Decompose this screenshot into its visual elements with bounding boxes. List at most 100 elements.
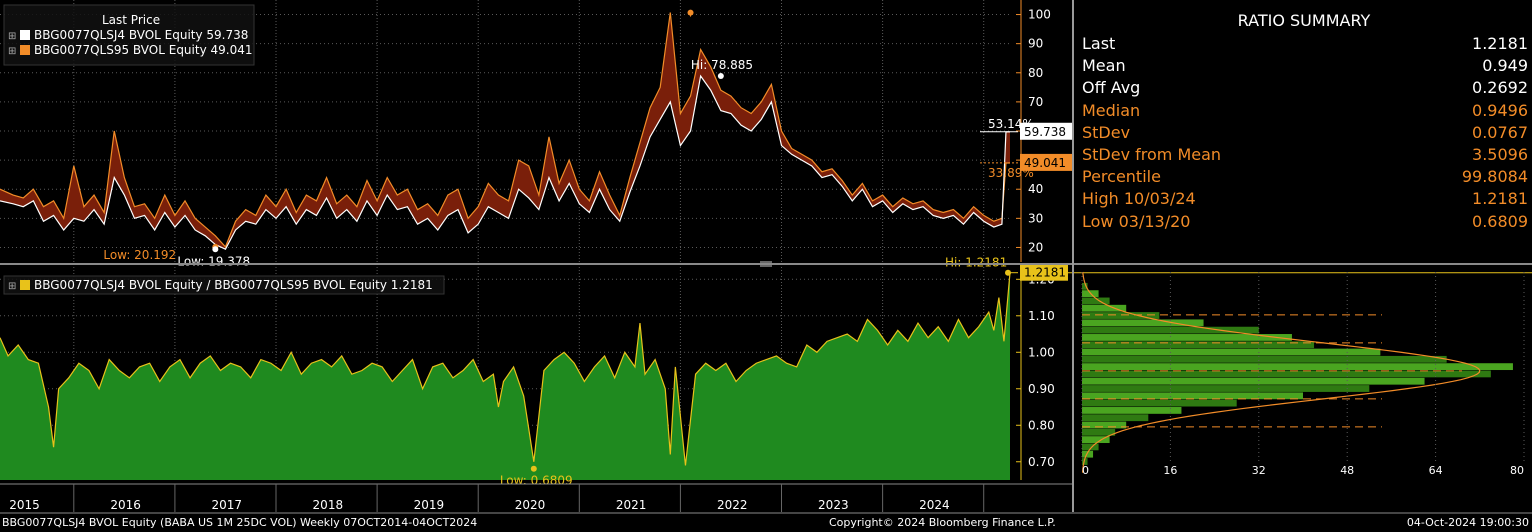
histogram-bar xyxy=(1082,355,1447,363)
x-axis-label: 2016 xyxy=(110,498,141,512)
summary-row-key: Mean xyxy=(1082,56,1126,76)
summary-row-key: StDev from Mean xyxy=(1082,145,1222,164)
histogram-bar xyxy=(1082,458,1088,465)
summary-row-key: StDev xyxy=(1082,122,1131,142)
last-tag-white xyxy=(1020,122,1072,140)
ratio-summary-panel: RATIO SUMMARY Last 1.2181 Mean 0.949 Off Avg… xyxy=(1076,0,1532,262)
histogram-bar xyxy=(1082,414,1149,422)
summary-row-value: 1.2181 xyxy=(1472,189,1528,209)
ratio-legend-swatch xyxy=(20,280,30,290)
histogram-bar xyxy=(1082,407,1182,414)
ratio-line xyxy=(0,272,1011,466)
histogram-tick-label: 48 xyxy=(1340,464,1354,477)
price-tick-label: 20 xyxy=(1028,240,1043,254)
histogram-bar xyxy=(1082,392,1303,400)
histogram-bar xyxy=(1082,436,1110,444)
histogram-bar xyxy=(1082,450,1094,458)
price-tick-label: 100 xyxy=(1028,8,1051,22)
x-axis-label: 2020 xyxy=(515,498,546,512)
ratio-tick-label: 0.80 xyxy=(1028,418,1055,432)
summary-row-key: Low 03/13/20 xyxy=(1082,211,1191,231)
annotation-hi-white: Hi: 78.885 xyxy=(691,58,753,72)
legend-expand-icon: ⊞ xyxy=(8,46,16,57)
histogram-bar xyxy=(1082,334,1292,341)
annotation-low-white: Low: 19.378 xyxy=(177,254,250,268)
summary-row-value: 0.0767 xyxy=(1472,122,1528,142)
last-tag-orange xyxy=(1020,153,1072,171)
summary-row-value: 0.949 xyxy=(1482,56,1528,76)
summary-row-key: Percentile xyxy=(1082,167,1161,187)
summary-row-value: 0.6809 xyxy=(1472,211,1528,231)
legend-title: Last Price xyxy=(102,13,160,27)
annotation-low-orange: Low: 20.192 xyxy=(103,248,176,262)
histogram-tick-label: 0 xyxy=(1082,464,1089,477)
annotation-ratio-low: Low: 0.6809 xyxy=(500,474,573,488)
ratio-low-marker xyxy=(530,465,537,472)
histogram-tick-label: 32 xyxy=(1252,464,1266,477)
ratio-last-tag-text: 1.2181 xyxy=(1024,266,1066,280)
ratio-histogram-panel: 0 16 32 48 64 80 xyxy=(1081,271,1525,477)
ratio-tick-label: 0.70 xyxy=(1028,455,1055,469)
summary-row-key: High 10/03/24 xyxy=(1082,189,1196,209)
summary-row: Percentile 99.8084 xyxy=(1082,167,1528,189)
summary-row-value: 1.2181 xyxy=(1472,34,1528,53)
summary-row-value: 0.9496 xyxy=(1472,100,1528,120)
footer-security-info: BBG0077QLSJ4 BVOL Equity (BABA US 1M 25D… xyxy=(2,516,478,529)
histogram-bar xyxy=(1082,304,1127,312)
series-line-white xyxy=(0,74,1010,250)
series-line-orange xyxy=(0,12,1010,248)
summary-row-key: Off Avg xyxy=(1082,78,1141,98)
histogram-tick-label: 64 xyxy=(1429,464,1443,477)
annotation-ratio-hi: Hi: 1.2181 xyxy=(945,256,1007,270)
x-axis-label: 2018 xyxy=(313,498,344,512)
annotation-low-white-marker xyxy=(212,246,219,253)
histogram-bar xyxy=(1082,377,1425,385)
legend-expand-icon: ⊞ xyxy=(8,31,16,42)
summary-row: StDev from Mean 3.5096 xyxy=(1082,145,1528,167)
legend-item-label: BBG0077QLS95 BVOL Equity 49.041 xyxy=(34,43,252,57)
ratio-last-tag xyxy=(1020,264,1068,281)
ratio-tick-label: 1.00 xyxy=(1028,345,1055,359)
summary-row: Last 1.2181 xyxy=(1082,34,1528,56)
legend-swatch xyxy=(20,30,30,40)
ratio-area xyxy=(0,272,1010,480)
legend-box xyxy=(3,4,255,66)
summary-title: RATIO SUMMARY xyxy=(1237,11,1371,30)
summary-row-key: Median xyxy=(1082,100,1141,120)
histogram-bar xyxy=(1082,363,1513,371)
summary-row: StDev 0.0767 xyxy=(1082,123,1528,145)
histogram-bar xyxy=(1082,399,1237,407)
x-axis-label: 2023 xyxy=(818,498,849,512)
histogram-bar xyxy=(1082,443,1099,451)
price-tick-label: 80 xyxy=(1028,66,1043,80)
ratio-legend-label: BBG0077QLSJ4 BVOL Equity / BBG0077QLS95 … xyxy=(34,278,433,292)
summary-row-value: 99.8084 xyxy=(1461,167,1528,187)
ratio-legend-expand-icon: ⊞ xyxy=(8,281,16,292)
histogram-bar xyxy=(1082,370,1491,378)
summary-row: Mean 0.949 xyxy=(1082,56,1528,78)
x-axis-label: 2022 xyxy=(717,498,748,512)
x-axis: 2015 2016 2017 2018 2019 2020 2021 2022 2023 2024 xyxy=(0,483,1072,512)
x-axis-label: 2021 xyxy=(616,498,647,512)
histogram-bar xyxy=(1082,297,1110,305)
summary-row: Median 0.9496 xyxy=(1082,101,1528,123)
summary-row-value: 3.5096 xyxy=(1472,145,1528,164)
histogram-tick-label: 16 xyxy=(1163,464,1177,477)
price-tick-label: 40 xyxy=(1028,182,1043,196)
ratio-hi-marker xyxy=(1005,269,1011,276)
ratio-legend-box xyxy=(3,275,445,295)
x-axis-label: 2015 xyxy=(9,498,40,512)
histogram-bar xyxy=(1082,385,1370,392)
summary-row-value: 0.2692 xyxy=(1472,78,1528,98)
price-tick-label: 30 xyxy=(1028,211,1043,225)
summary-row: High 10/03/24 1.2181 xyxy=(1082,189,1528,211)
footer-copyright: Copyright© 2024 Bloomberg Finance L.P. xyxy=(829,516,1056,529)
summary-row-key: Last xyxy=(1082,34,1116,53)
ratio-tick-label: 0.90 xyxy=(1028,382,1055,396)
histogram-bar xyxy=(1082,326,1259,334)
last-tag-white-text: 59.738 xyxy=(1024,125,1066,139)
normal-curve xyxy=(1081,271,1481,473)
ratio-tick-label: 1.10 xyxy=(1028,309,1055,323)
histogram-bar xyxy=(1082,348,1381,356)
